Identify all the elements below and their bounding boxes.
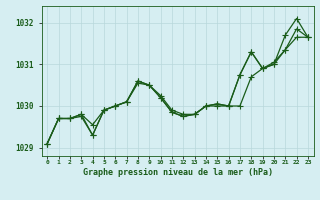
X-axis label: Graphe pression niveau de la mer (hPa): Graphe pression niveau de la mer (hPa): [83, 168, 273, 177]
